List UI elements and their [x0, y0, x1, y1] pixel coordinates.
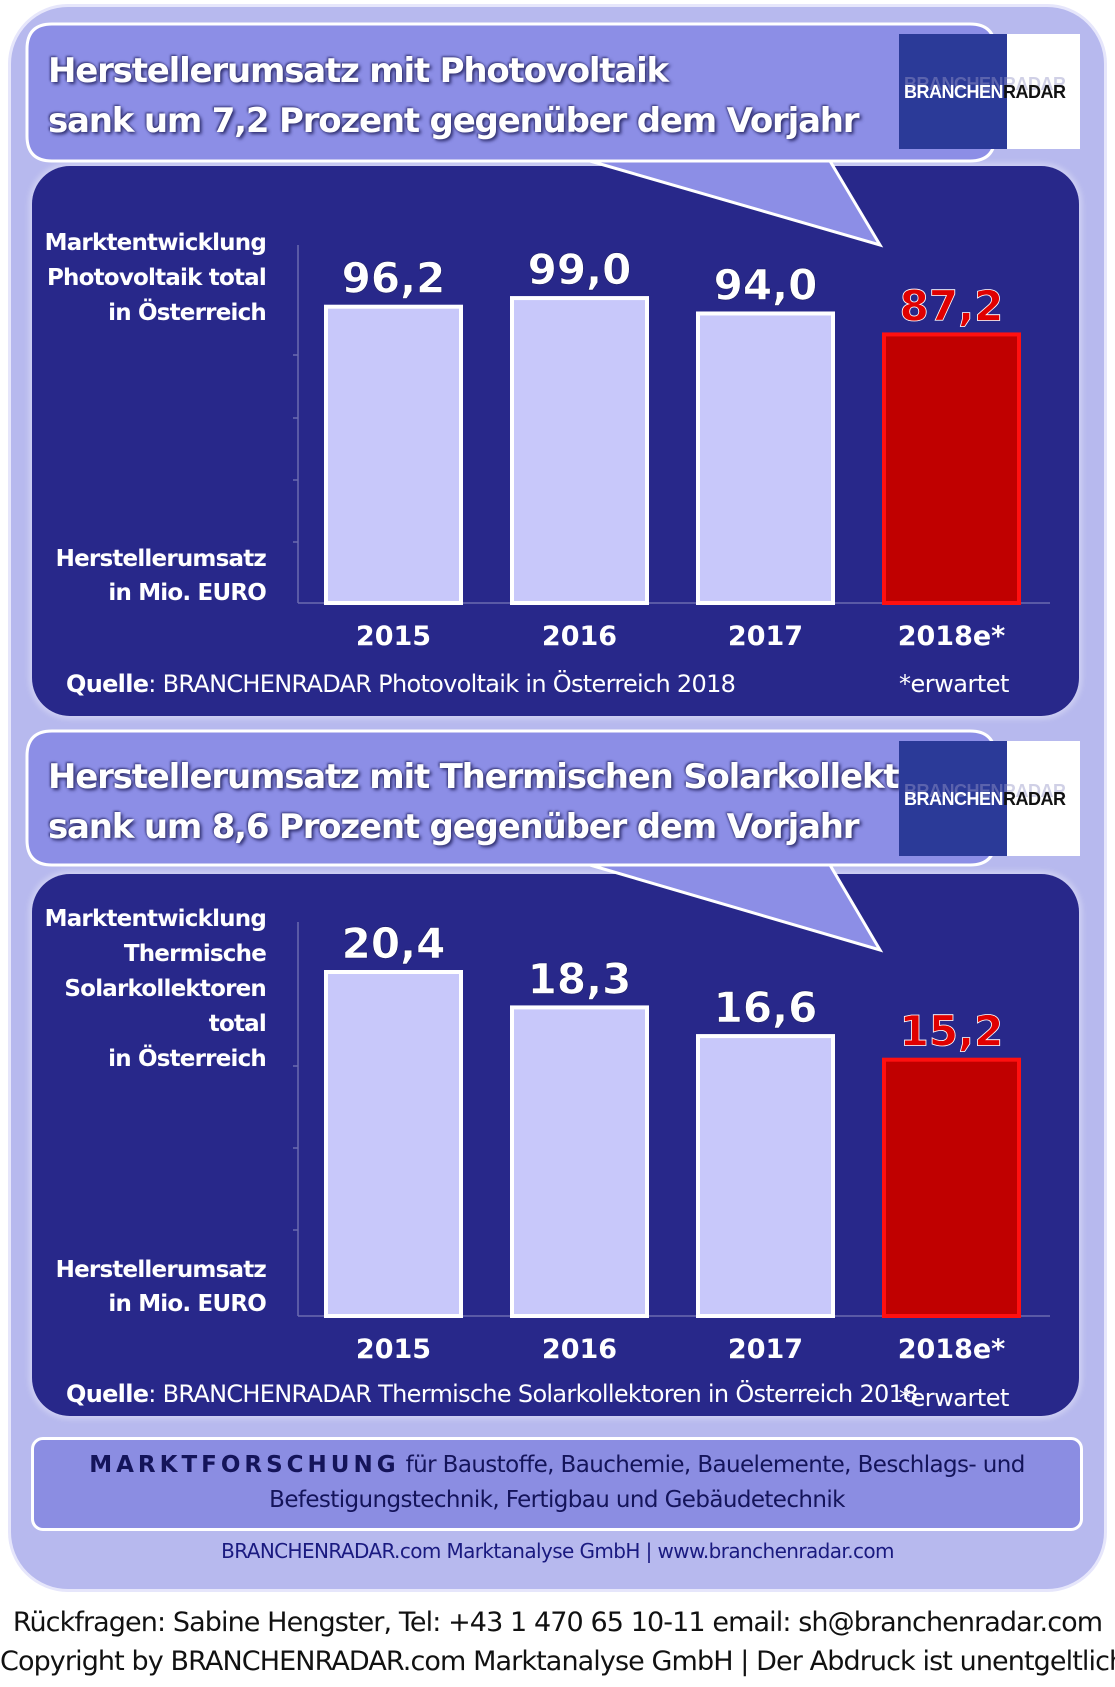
logo-ghost-text: BRANCHENRADAR: [904, 781, 1066, 801]
logo-blue-block: [899, 741, 1007, 856]
chart1-bar-2016: [510, 296, 649, 605]
chart1-expected-note: *erwartet: [899, 670, 1009, 698]
chart1-bar-2015: [324, 304, 463, 605]
chart1-title-line1: Herstellerumsatz mit Photovoltaik: [48, 51, 669, 91]
chart2-value-label-2015: 20,4: [342, 919, 446, 968]
chart2-source-text: : BRANCHENRADAR Thermische Solarkollekto…: [148, 1380, 918, 1408]
chart2-value-label-2018e*: 15,2: [900, 1007, 1004, 1056]
chart1-category-label-2016: 2016: [542, 621, 617, 652]
chart2-unit-label: Herstellerumsatz in Mio. EURO: [55, 1257, 267, 1317]
chart1-source-text: : BRANCHENRADAR Photovoltaik in Österrei…: [148, 670, 736, 698]
chart1-value-label-2015: 96,2: [342, 254, 446, 303]
chart1-unit-label: Herstellerumsatz in Mio. EURO: [55, 546, 267, 606]
chart2-title: Herstellerumsatz mit Thermischen Solarko…: [48, 752, 982, 852]
chart2-category-label-2016: 2016: [542, 1334, 617, 1365]
chart2-category-label-2017: 2017: [728, 1334, 803, 1365]
chart2-source: Quelle: BRANCHENRADAR Thermische Solarko…: [66, 1380, 918, 1408]
chart2-bar-2015: [324, 970, 463, 1318]
chart2-ylabel: Marktentwicklung Thermische Solarkollekt…: [44, 906, 267, 1072]
logo-text-part1: BRANCHEN: [904, 789, 1004, 809]
footer-line2: Befestigungstechnik, Fertigbau und Gebäu…: [269, 1487, 845, 1513]
logo-blue-block: [899, 34, 1007, 149]
chart2-source-prefix: Quelle: [66, 1380, 149, 1408]
logo-text: BRANCHENRADAR: [904, 789, 1066, 810]
chart1-category-label-2015: 2015: [356, 621, 431, 652]
chart1-title: Herstellerumsatz mit Photovoltaik sank u…: [48, 46, 860, 146]
logo-text-part1: BRANCHEN: [904, 82, 1004, 102]
logo-text-part2: RADAR: [1003, 82, 1066, 102]
chart2-expected-note: *erwartet: [899, 1384, 1009, 1412]
chart2-bar-2018e*: [882, 1057, 1021, 1318]
chart1-value-label-2017: 94,0: [714, 260, 818, 309]
logo-text-part2: RADAR: [1003, 789, 1066, 809]
footer-copyright: Copyright by BRANCHENRADAR.com Marktanal…: [0, 1646, 1115, 1677]
footer-contact: Rückfragen: Sabine Hengster, Tel: +43 1 …: [12, 1607, 1103, 1638]
footer-keyword: MARKTFORSCHUNG: [89, 1452, 400, 1478]
chart1-value-label-2016: 99,0: [528, 245, 632, 294]
chart2-bar-2017: [696, 1034, 835, 1319]
chart1-value-label-2018e*: 87,2: [900, 281, 1004, 330]
logo-text: BRANCHENRADAR: [904, 82, 1066, 103]
chart1-title-line2: sank um 7,2 Prozent gegenüber dem Vorjah…: [48, 101, 860, 141]
chart2-bar-2016: [510, 1005, 649, 1318]
branchenradar-logo: BRANCHENRADAR BRANCHENRADAR: [899, 34, 1080, 149]
footer-box: MARKTFORSCHUNG für Baustoffe, Bauchemie, …: [31, 1437, 1083, 1531]
chart2-value-label-2016: 18,3: [528, 954, 632, 1003]
chart2-title-line1: Herstellerumsatz mit Thermischen Solarko…: [48, 757, 982, 797]
chart1-ylabel: Marktentwicklung Photovoltaik total in Ö…: [44, 230, 267, 326]
chart1-bar-2017: [696, 311, 835, 605]
chart2-category-label-2015: 2015: [356, 1334, 431, 1365]
chart1-category-label-2017: 2017: [728, 621, 803, 652]
chart2-value-label-2017: 16,6: [714, 983, 818, 1032]
footer-line1: MARKTFORSCHUNG für Baustoffe, Bauchemie, …: [34, 1452, 1080, 1478]
chart2-title-line2: sank um 8,6 Prozent gegenüber dem Vorjah…: [48, 807, 860, 847]
logo-ghost-text: BRANCHENRADAR: [904, 74, 1066, 94]
chart1-source: Quelle: BRANCHENRADAR Photovoltaik in Ös…: [66, 670, 736, 698]
footer-company: BRANCHENRADAR.com Marktanalyse GmbH | ww…: [221, 1539, 894, 1563]
chart1-category-label-2018e*: 2018e*: [898, 621, 1006, 652]
branchenradar-logo-2: BRANCHENRADAR BRANCHENRADAR: [899, 741, 1080, 856]
chart2-category-label-2018e*: 2018e*: [898, 1334, 1006, 1365]
chart1-source-prefix: Quelle: [66, 670, 149, 698]
chart1-bar-2018e*: [882, 332, 1021, 605]
footer-line1-text: für Baustoffe, Bauchemie, Bauelemente, B…: [405, 1452, 1026, 1478]
